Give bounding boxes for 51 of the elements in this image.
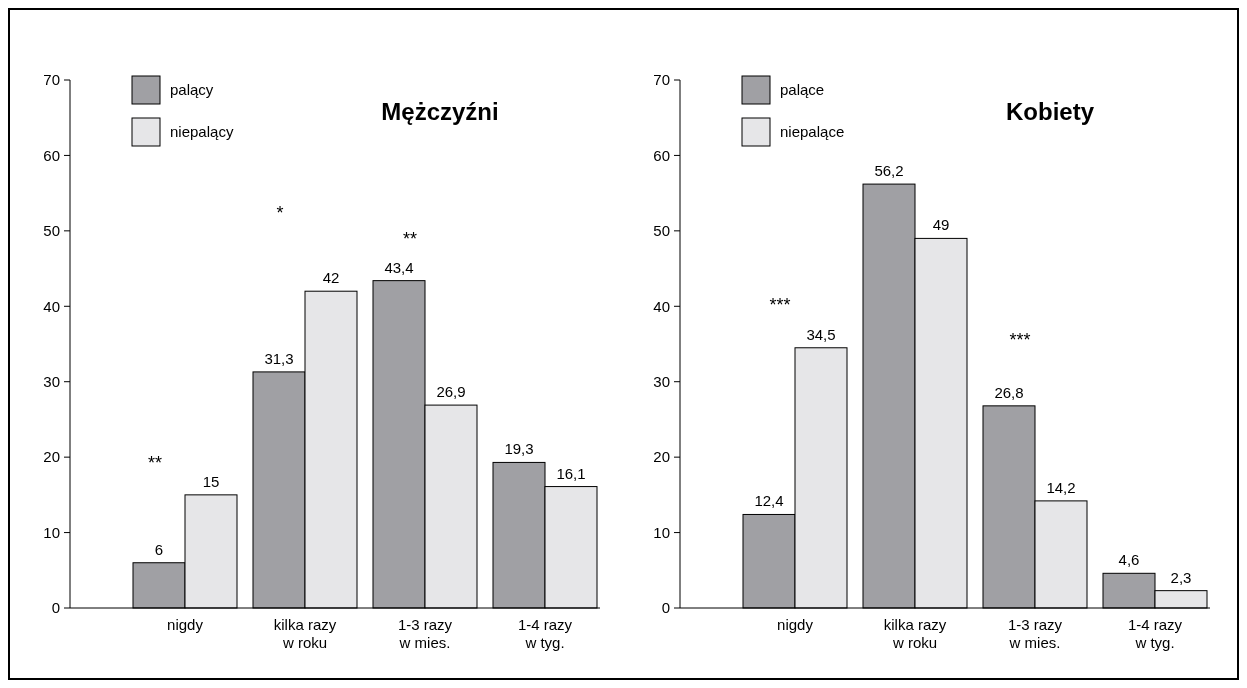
- data-label: 42: [322, 269, 340, 287]
- text: Kobiety: [1005, 98, 1095, 125]
- x-tick-label: kilka razy w roku: [883, 616, 947, 651]
- y-tick-label: 70: [43, 71, 60, 89]
- x-tick-label: nigdy: [777, 616, 814, 633]
- data-label: 15: [202, 472, 220, 490]
- y-tick-label: 20: [653, 448, 670, 466]
- y-tick-label: 50: [43, 222, 60, 240]
- data-label: 2,3: [1170, 568, 1192, 586]
- y-tick-label: 20: [43, 448, 60, 466]
- y-tick-label: 10: [43, 523, 60, 541]
- y-tick-label: 10: [653, 523, 670, 541]
- y-tick-label: 40: [653, 297, 670, 315]
- x-tick-label: 1-3 razy w mies.: [397, 616, 453, 651]
- legend-label: niepalący: [170, 123, 234, 141]
- data-label: 26,8: [994, 383, 1024, 401]
- data-label: 31,3: [264, 349, 294, 367]
- x-tick-label: 1-4 razy w tyg.: [1127, 616, 1183, 651]
- x-tick-label: 1-4 razy w tyg.: [517, 616, 573, 651]
- y-tick-label: 70: [653, 71, 670, 89]
- data-label: 16,1: [556, 464, 586, 482]
- annotation: ***: [1009, 329, 1031, 350]
- data-label: 14,2: [1046, 478, 1076, 496]
- y-tick-label: 60: [653, 146, 670, 164]
- data-label: 43,4: [384, 258, 414, 276]
- y-tick-label: 0: [51, 599, 60, 617]
- x-tick-label: 1-3 razy w mies.: [1007, 616, 1063, 651]
- y-tick-label: 30: [43, 372, 60, 390]
- x-tick-label: kilka razy w roku: [273, 616, 337, 651]
- annotation: *: [276, 202, 284, 223]
- annotation: **: [402, 228, 418, 249]
- data-label: 49: [932, 216, 950, 234]
- y-tick-label: 60: [43, 146, 60, 164]
- y-tick-label: 50: [653, 222, 670, 240]
- legend-label: palący: [170, 81, 214, 99]
- data-label: 12,4: [754, 492, 784, 510]
- annotation: **: [147, 452, 163, 473]
- y-tick-label: 30: [653, 372, 670, 390]
- data-label: 6: [154, 540, 164, 558]
- y-tick-label: 0: [661, 599, 670, 617]
- data-label: 19,3: [504, 440, 534, 458]
- legend-label: palące: [780, 81, 825, 99]
- data-label: 34,5: [806, 325, 836, 343]
- annotation: ***: [769, 294, 791, 315]
- x-tick-label: nigdy: [167, 616, 204, 633]
- data-label: 4,6: [1118, 551, 1140, 569]
- text: Mężczyźni: [381, 98, 499, 125]
- data-label: 26,9: [436, 383, 466, 401]
- data-label: 56,2: [874, 162, 904, 180]
- y-tick-label: 40: [43, 297, 60, 315]
- legend-label: niepalące: [780, 123, 845, 141]
